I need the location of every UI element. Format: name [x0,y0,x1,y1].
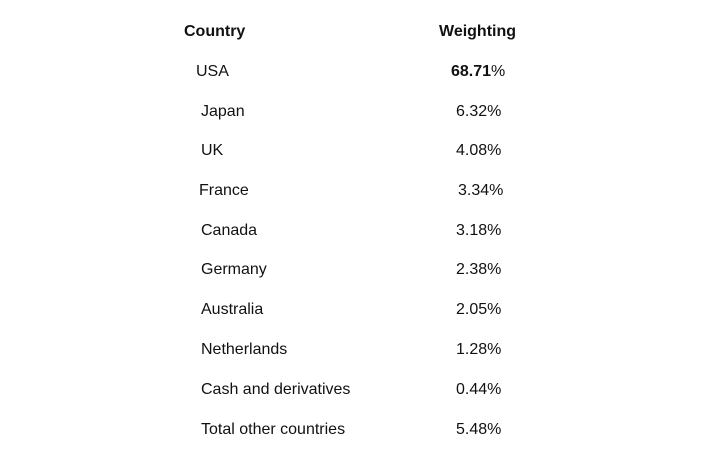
weighting-cell: 2.05% [456,301,502,318]
country-cell: UK [201,142,224,159]
weighting-cell: 68.71% [451,62,505,82]
country-cell: Netherlands [201,341,288,358]
country-cell: Cash and derivatives [201,381,351,398]
weighting-cell: 3.34% [458,182,504,199]
percent-sign: % [491,63,506,80]
weighting-cell: 3.18% [456,222,502,239]
header-country: Country [184,23,246,40]
weighting-cell: 1.28% [456,341,502,358]
weighting-cell: 4.08% [456,142,502,159]
header-weighting: Weighting [439,23,517,40]
country-cell: France [199,182,249,199]
weighting-cell: 0.44% [456,381,502,398]
weighting-cell: 5.48% [456,421,502,438]
country-cell: Germany [201,261,267,278]
weighting-value: 68.71 [451,63,492,80]
weighting-cell: 6.32% [456,103,502,120]
country-cell: Canada [201,222,258,239]
country-cell: USA [196,63,229,80]
weighting-cell: 2.38% [456,261,502,278]
country-cell: Japan [201,103,245,120]
country-cell: Total other countries [201,421,346,438]
country-cell: Australia [201,301,264,318]
